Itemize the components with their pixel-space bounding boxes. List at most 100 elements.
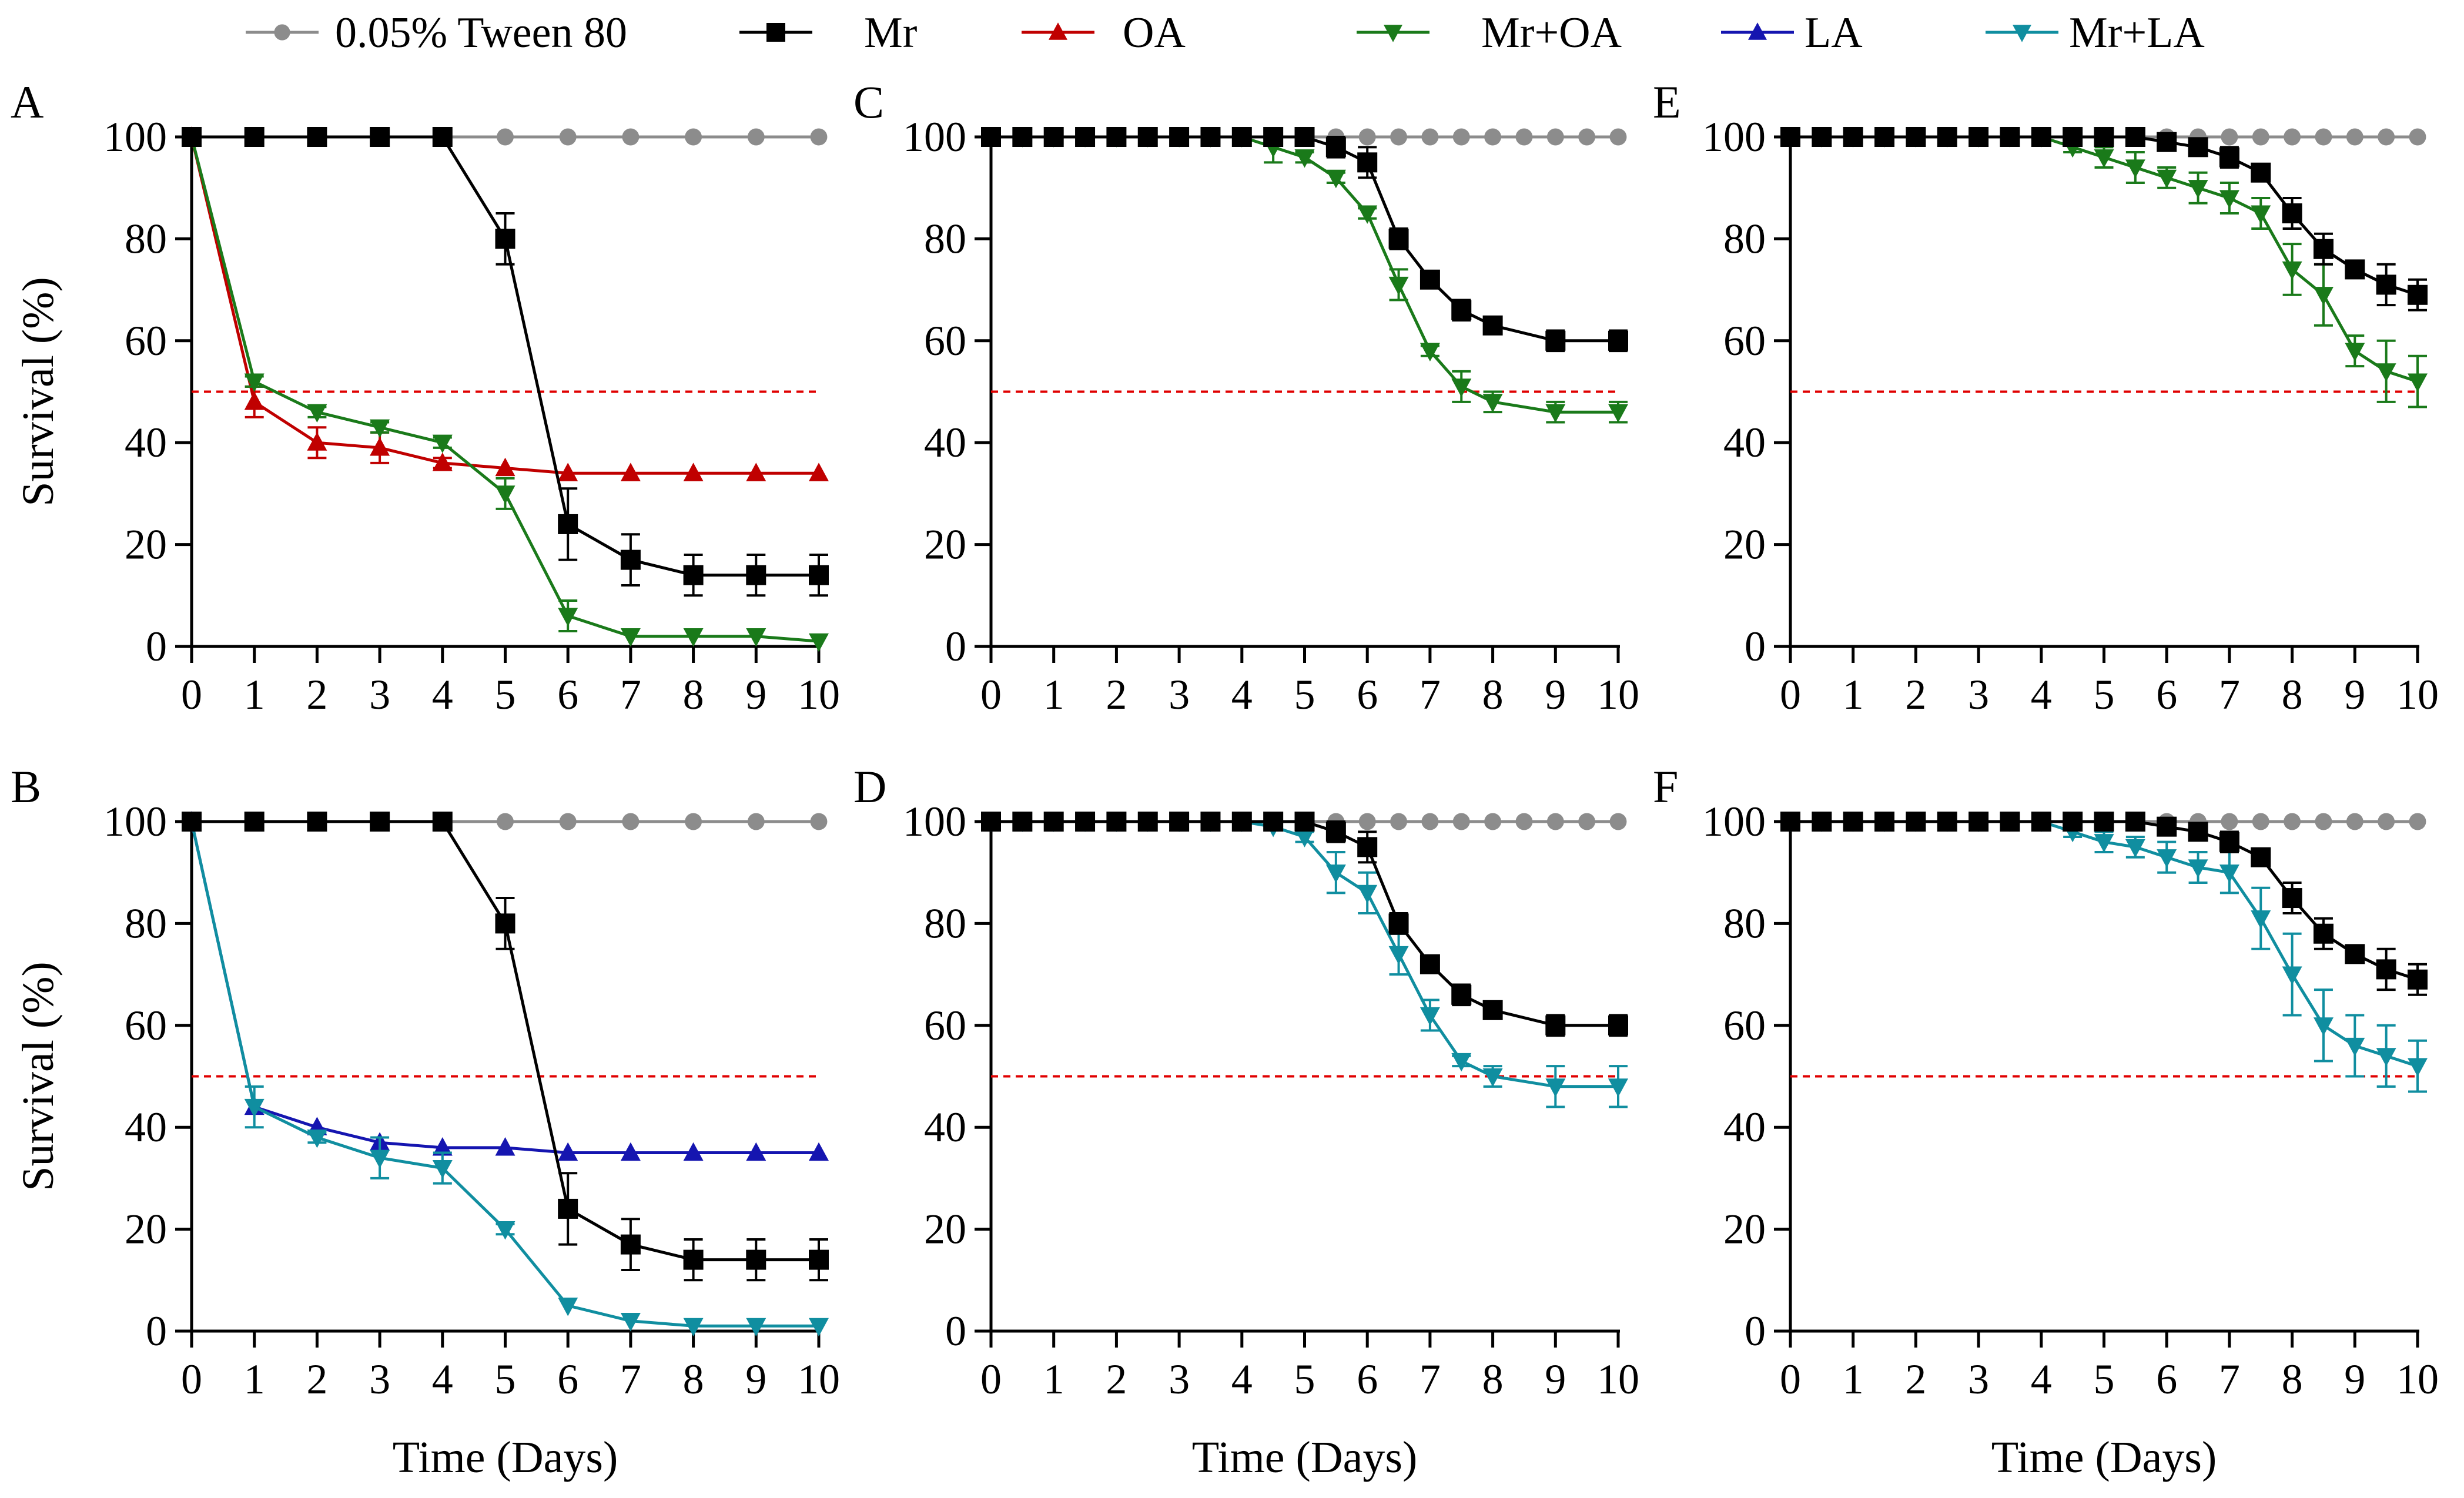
- data-point: [432, 812, 453, 832]
- x-tick-label: 4: [2031, 1356, 2052, 1403]
- data-point: [558, 1142, 578, 1161]
- data-point: [1421, 813, 1439, 830]
- data-point: [495, 229, 515, 249]
- data-point: [2345, 259, 2365, 280]
- y-tick-label: 80: [1723, 215, 1766, 262]
- y-tick-label: 40: [924, 1104, 966, 1151]
- x-tick-label: 2: [1905, 1356, 1926, 1403]
- y-tick-label: 100: [1702, 798, 1766, 845]
- data-point: [685, 813, 702, 830]
- series-mr: [182, 812, 829, 1282]
- data-point: [370, 419, 390, 438]
- data-point: [2346, 128, 2363, 146]
- data-point: [1137, 812, 1158, 832]
- data-point: [2219, 147, 2239, 167]
- data-point: [1388, 946, 1409, 965]
- x-tick-label: 10: [798, 1356, 840, 1403]
- data-point: [2188, 822, 2208, 842]
- x-tick-label: 8: [683, 671, 704, 718]
- data-point: [432, 1159, 453, 1179]
- data-point: [1075, 127, 1096, 147]
- data-point: [2376, 1048, 2396, 1067]
- data-point: [2315, 813, 2332, 830]
- data-point: [1106, 812, 1127, 832]
- data-point: [1968, 127, 1989, 147]
- data-point: [2125, 812, 2145, 832]
- y-tick-label: 40: [125, 1104, 167, 1151]
- data-point: [1231, 812, 1252, 832]
- x-tick-label: 0: [1780, 1356, 1801, 1403]
- data-point: [620, 463, 641, 481]
- data-point: [1545, 1015, 1566, 1035]
- x-tick-label: 7: [2219, 671, 2240, 718]
- data-point: [1012, 812, 1033, 832]
- x-tick-label: 1: [244, 671, 265, 718]
- data-point: [683, 463, 704, 481]
- data-point: [558, 1298, 578, 1316]
- y-tick-label: 0: [945, 623, 966, 670]
- data-point: [558, 514, 578, 534]
- data-point: [683, 1249, 704, 1270]
- data-point: [1357, 152, 1378, 173]
- data-point: [2378, 813, 2395, 830]
- data-point: [2282, 966, 2302, 985]
- data-point: [1780, 127, 1800, 147]
- data-point: [2125, 159, 2145, 178]
- data-point: [182, 812, 202, 832]
- y-tick-label: 0: [1745, 623, 1766, 670]
- x-tick-label: 2: [1905, 671, 1926, 718]
- data-point: [1545, 1078, 1566, 1097]
- x-tick-label: 10: [2396, 1356, 2439, 1403]
- y-tick-label: 20: [125, 521, 167, 568]
- series-mroa: [1780, 129, 2428, 408]
- x-axis-title: Time (Days): [1192, 1433, 1418, 1482]
- data-point: [1294, 127, 1315, 147]
- x-tick-label: 9: [1545, 1356, 1566, 1403]
- legend-marker: [2013, 25, 2031, 42]
- x-tick-label: 10: [798, 671, 840, 718]
- data-point: [2157, 816, 2177, 837]
- data-point: [981, 127, 1001, 147]
- x-tick-label: 4: [1231, 671, 1253, 718]
- legend-label: Mr+OA: [1481, 9, 1622, 57]
- y-tick-label: 60: [924, 1002, 966, 1049]
- data-point: [2219, 832, 2239, 852]
- data-point: [1325, 169, 1346, 189]
- data-point: [2157, 849, 2177, 868]
- x-tick-label: 10: [1597, 1356, 1639, 1403]
- x-tick-label: 9: [1545, 671, 1566, 718]
- data-point: [1843, 812, 1863, 832]
- data-point: [495, 485, 515, 504]
- data-point: [981, 812, 1001, 832]
- data-point: [2282, 888, 2302, 909]
- data-point: [244, 812, 265, 832]
- data-point: [1390, 813, 1407, 830]
- data-point: [495, 457, 515, 477]
- data-point: [1325, 822, 1346, 842]
- data-point: [370, 812, 390, 832]
- data-point: [495, 1137, 515, 1156]
- data-point: [307, 812, 327, 832]
- data-point: [1294, 149, 1315, 168]
- data-point: [2376, 274, 2396, 295]
- x-tick-label: 6: [2156, 1356, 2177, 1403]
- data-point: [1874, 812, 1895, 832]
- legend-label: LA: [1805, 9, 1863, 57]
- legend-marker: [766, 23, 785, 42]
- x-tick-label: 8: [2282, 671, 2303, 718]
- data-point: [2284, 813, 2301, 830]
- data-point: [685, 128, 702, 146]
- data-point: [1906, 127, 1926, 147]
- x-tick-label: 8: [2282, 1356, 2303, 1403]
- data-point: [2284, 128, 2301, 146]
- x-tick-label: 8: [1482, 671, 1504, 718]
- legend-item-tween: 0.05% Tween 80: [246, 9, 627, 57]
- legend-marker: [274, 24, 290, 41]
- x-tick-label: 3: [369, 671, 390, 718]
- data-point: [558, 463, 578, 481]
- x-tick-label: 6: [557, 1356, 578, 1403]
- x-tick-label: 5: [495, 671, 516, 718]
- series-mroa: [981, 129, 1628, 424]
- data-point: [1452, 813, 1470, 830]
